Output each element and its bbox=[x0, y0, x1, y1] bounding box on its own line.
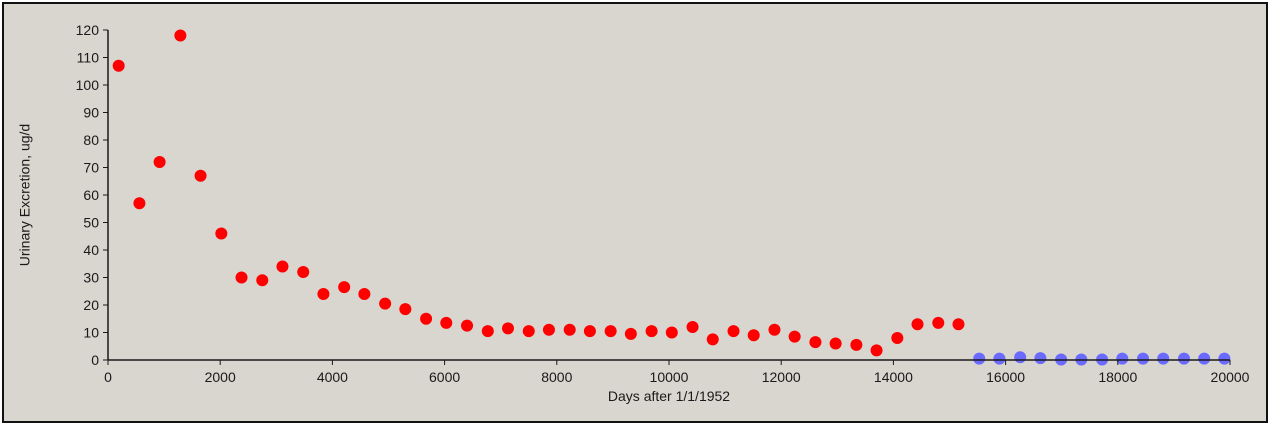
data-point bbox=[481, 325, 494, 338]
series-1 bbox=[973, 351, 1231, 366]
x-tick-label: 16000 bbox=[986, 369, 1025, 385]
data-point bbox=[379, 297, 392, 310]
y-axis-ticks: 0 10 20 30 40 50 60 70 80 90 100 110 120 bbox=[76, 22, 108, 368]
data-point bbox=[850, 338, 863, 351]
data-point bbox=[870, 344, 883, 357]
data-point bbox=[522, 325, 535, 338]
y-tick-label: 110 bbox=[77, 50, 100, 66]
series-0 bbox=[112, 29, 965, 357]
data-point bbox=[891, 332, 904, 344]
data-point bbox=[686, 321, 699, 333]
data-point bbox=[1157, 352, 1170, 365]
x-tick-label: 2000 bbox=[205, 369, 236, 385]
y-tick-label: 40 bbox=[83, 242, 99, 258]
y-tick-label: 50 bbox=[83, 215, 99, 231]
scatter-plot: 0 2000 4000 6000 8000 10000 12000 14000 16000 180… bbox=[17, 22, 1250, 404]
data-point bbox=[461, 319, 474, 332]
data-point bbox=[604, 325, 617, 338]
data-point bbox=[542, 323, 555, 336]
x-tick-label: 14000 bbox=[874, 369, 913, 385]
x-tick-label: 8000 bbox=[541, 369, 572, 385]
data-point bbox=[788, 330, 801, 343]
data-point bbox=[911, 318, 924, 331]
y-tick-label: 20 bbox=[83, 297, 99, 313]
data-point bbox=[153, 156, 166, 168]
y-tick-label: 0 bbox=[91, 352, 99, 368]
data-point bbox=[256, 274, 269, 287]
data-point bbox=[829, 337, 842, 350]
x-axis-ticks: 0 2000 4000 6000 8000 10000 12000 14000 16000 180… bbox=[104, 360, 1250, 385]
y-tick-label: 100 bbox=[76, 77, 100, 93]
data-point bbox=[501, 322, 514, 335]
x-tick-label: 4000 bbox=[317, 369, 348, 385]
data-point bbox=[399, 303, 412, 316]
data-point bbox=[358, 288, 371, 300]
data-point bbox=[645, 325, 658, 338]
data-point bbox=[747, 329, 760, 342]
data-point bbox=[1014, 351, 1027, 364]
data-point bbox=[624, 327, 637, 340]
data-point bbox=[1137, 352, 1150, 365]
data-point bbox=[727, 325, 740, 338]
data-point bbox=[194, 169, 207, 182]
data-point bbox=[952, 318, 965, 331]
chart-frame: 0 2000 4000 6000 8000 10000 12000 14000 16000 180… bbox=[2, 2, 1268, 423]
data-point bbox=[338, 281, 351, 294]
data-point bbox=[133, 197, 146, 210]
data-point bbox=[317, 288, 330, 300]
y-tick-label: 80 bbox=[83, 132, 99, 148]
data-point bbox=[1116, 352, 1129, 365]
data-point bbox=[583, 325, 596, 338]
data-point bbox=[235, 271, 248, 284]
data-point bbox=[706, 333, 719, 346]
data-point bbox=[215, 227, 228, 240]
data-point bbox=[174, 29, 187, 42]
y-tick-label: 10 bbox=[83, 325, 99, 341]
data-point bbox=[973, 352, 986, 365]
y-tick-label: 70 bbox=[83, 160, 99, 176]
data-point bbox=[440, 316, 453, 329]
x-tick-label: 0 bbox=[104, 369, 112, 385]
data-point bbox=[420, 312, 433, 325]
y-axis-title: Urinary Excretion, ug/d bbox=[17, 124, 33, 266]
x-axis-title: Days after 1/1/1952 bbox=[608, 388, 730, 404]
data-point bbox=[297, 266, 310, 278]
y-tick-label: 60 bbox=[83, 187, 99, 203]
data-point bbox=[563, 323, 576, 336]
data-point bbox=[809, 336, 822, 349]
x-tick-label: 6000 bbox=[429, 369, 460, 385]
data-point bbox=[665, 326, 678, 339]
data-point bbox=[993, 352, 1006, 365]
data-points bbox=[112, 29, 1231, 366]
y-tick-label: 30 bbox=[83, 270, 99, 286]
data-point bbox=[112, 59, 125, 72]
data-point bbox=[932, 316, 945, 329]
x-tick-label: 12000 bbox=[762, 369, 801, 385]
data-point bbox=[1177, 352, 1190, 365]
x-tick-label: 20000 bbox=[1211, 369, 1250, 385]
x-tick-label: 10000 bbox=[650, 369, 689, 385]
y-tick-label: 120 bbox=[76, 22, 100, 38]
y-tick-label: 90 bbox=[83, 105, 99, 121]
data-point bbox=[1218, 352, 1231, 365]
data-point bbox=[1198, 352, 1211, 365]
x-tick-label: 18000 bbox=[1098, 369, 1137, 385]
data-point bbox=[1034, 352, 1047, 365]
data-point bbox=[276, 260, 289, 273]
data-point bbox=[768, 323, 781, 336]
